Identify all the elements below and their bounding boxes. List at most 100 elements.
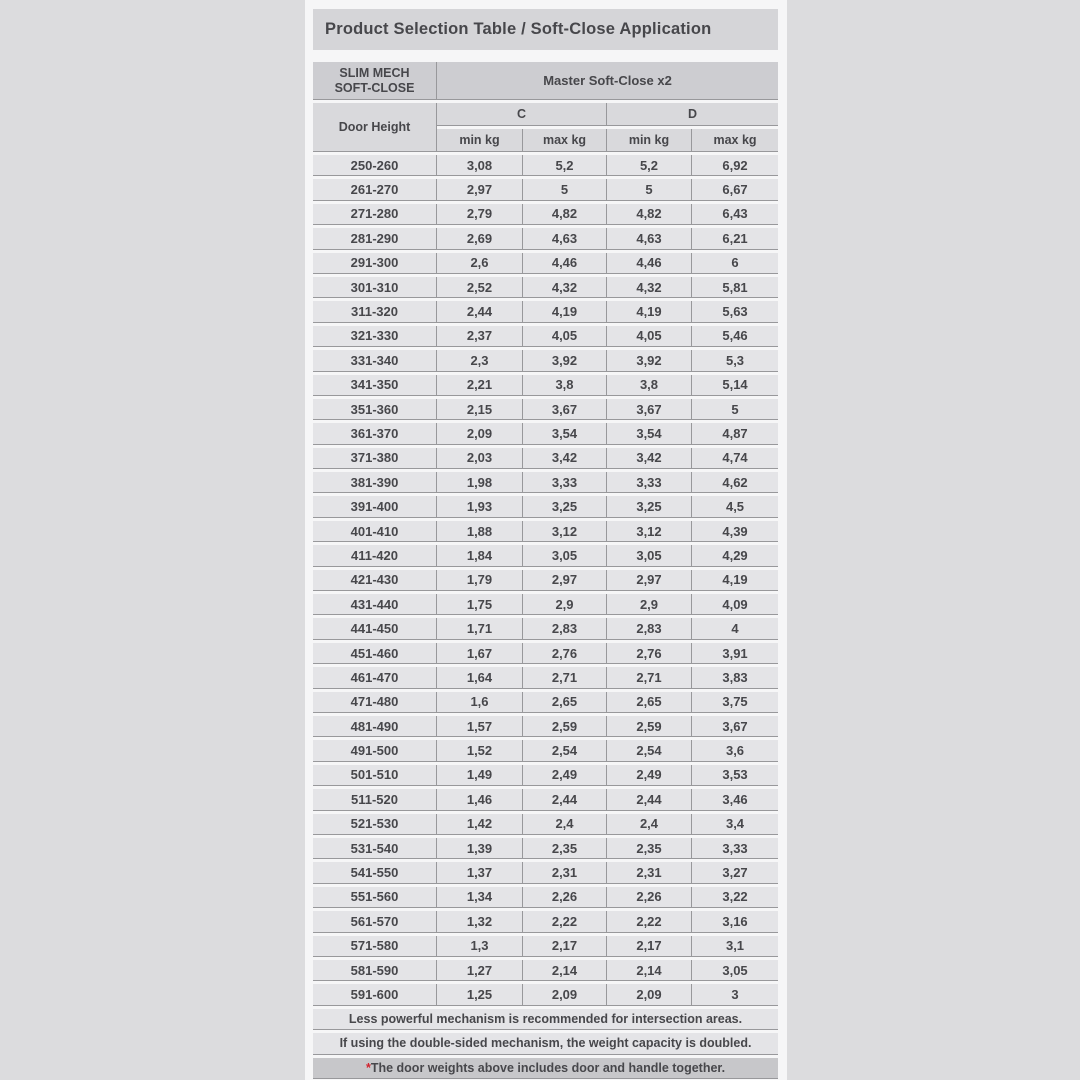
d-max-cell: 3,75: [692, 691, 779, 713]
d-min-cell: 2,14: [607, 959, 692, 982]
d-min-cell: 3,67: [607, 398, 692, 421]
c-max-cell: 4,19: [523, 301, 607, 323]
table-row: 321-330 2,37 4,05 4,05 5,46: [313, 325, 779, 348]
c-max-cell: 3,67: [523, 398, 607, 421]
c-min-cell: 1,37: [437, 862, 523, 884]
table-row: 561-570 1,32 2,22 2,22 3,16: [313, 911, 779, 933]
c-max-cell: 2,35: [523, 837, 607, 860]
c-max-cell: 3,54: [523, 423, 607, 445]
table-row: 551-560 1,34 2,26 2,26 3,22: [313, 886, 779, 909]
c-min-kg-header: min kg: [437, 129, 523, 152]
c-max-cell: 3,25: [523, 496, 607, 518]
table-row: 531-540 1,39 2,35 2,35 3,33: [313, 837, 779, 860]
d-min-cell: 2,71: [607, 667, 692, 689]
table-row: 261-270 2,97 5 5 6,67: [313, 179, 779, 201]
c-max-cell: 4,32: [523, 276, 607, 299]
c-min-cell: 1,52: [437, 740, 523, 762]
d-min-cell: 2,54: [607, 740, 692, 762]
d-min-cell: 2,83: [607, 618, 692, 640]
d-max-cell: 5,3: [692, 350, 779, 372]
asterisk-mark: *: [365, 1060, 371, 1075]
d-min-cell: 5,2: [607, 155, 692, 177]
door-height-cell: 271-280: [313, 203, 437, 226]
table-row: 341-350 2,21 3,8 3,8 5,14: [313, 374, 779, 396]
door-height-cell: 531-540: [313, 837, 437, 860]
product-name-line2: SOFT-CLOSE: [334, 80, 415, 95]
note-text-double-sided: If using the double-sided mechanism, the…: [313, 1033, 779, 1055]
table-row: 511-520 1,46 2,44 2,44 3,46: [313, 789, 779, 811]
group-d-header: D: [607, 103, 779, 126]
group-c-header: C: [437, 103, 607, 126]
door-height-cell: 471-480: [313, 691, 437, 713]
d-max-cell: 6,43: [692, 203, 779, 226]
c-min-cell: 1,71: [437, 618, 523, 640]
c-max-cell: 2,4: [523, 813, 607, 835]
door-height-cell: 511-520: [313, 789, 437, 811]
d-min-cell: 2,44: [607, 789, 692, 811]
table-row: 581-590 1,27 2,14 2,14 3,05: [313, 959, 779, 982]
d-min-cell: 3,8: [607, 374, 692, 396]
c-max-cell: 5,2: [523, 155, 607, 177]
table-row: 301-310 2,52 4,32 4,32 5,81: [313, 276, 779, 299]
d-min-cell: 3,05: [607, 545, 692, 567]
c-max-cell: 3,8: [523, 374, 607, 396]
table-row: 461-470 1,64 2,71 2,71 3,83: [313, 667, 779, 689]
note-row-intersection: Less powerful mechanism is recommended f…: [313, 1008, 779, 1031]
c-max-cell: 4,63: [523, 228, 607, 250]
d-min-cell: 4,46: [607, 252, 692, 274]
c-min-cell: 1,79: [437, 569, 523, 592]
table-row: 361-370 2,09 3,54 3,54 4,87: [313, 423, 779, 445]
table-row: 491-500 1,52 2,54 2,54 3,6: [313, 740, 779, 762]
d-min-cell: 4,19: [607, 301, 692, 323]
d-max-cell: 5,63: [692, 301, 779, 323]
note-row-door-weights: *The door weights above includes door an…: [313, 1057, 779, 1080]
door-height-cell: 401-410: [313, 520, 437, 543]
table-row: 351-360 2,15 3,67 3,67 5: [313, 398, 779, 421]
d-min-cell: 4,32: [607, 276, 692, 299]
master-soft-close-header: Master Soft-Close x2: [437, 62, 779, 100]
d-max-cell: 3,33: [692, 837, 779, 860]
c-max-cell: 4,05: [523, 325, 607, 348]
d-min-cell: 3,25: [607, 496, 692, 518]
table-row: 271-280 2,79 4,82 4,82 6,43: [313, 203, 779, 226]
door-height-cell: 311-320: [313, 301, 437, 323]
c-max-cell: 2,9: [523, 594, 607, 616]
d-min-cell: 2,26: [607, 886, 692, 909]
table-row: 371-380 2,03 3,42 3,42 4,74: [313, 447, 779, 470]
table-body: 250-260 3,08 5,2 5,2 6,92 261-270 2,97 5 5 6,67 27…: [313, 155, 779, 1006]
c-min-cell: 2,37: [437, 325, 523, 348]
c-min-cell: 2,69: [437, 228, 523, 250]
d-max-cell: 3,83: [692, 667, 779, 689]
d-min-cell: 4,05: [607, 325, 692, 348]
c-min-cell: 3,08: [437, 155, 523, 177]
product-name-line1: SLIM MECH: [339, 65, 410, 80]
d-max-cell: 3: [692, 984, 779, 1006]
c-min-cell: 1,39: [437, 837, 523, 860]
d-min-cell: 4,82: [607, 203, 692, 226]
c-min-cell: 2,52: [437, 276, 523, 299]
d-max-cell: 6,67: [692, 179, 779, 201]
c-max-cell: 3,33: [523, 472, 607, 494]
table-row: 441-450 1,71 2,83 2,83 4: [313, 618, 779, 640]
door-height-cell: 341-350: [313, 374, 437, 396]
c-min-cell: 1,98: [437, 472, 523, 494]
door-height-cell: 321-330: [313, 325, 437, 348]
c-max-cell: 2,44: [523, 789, 607, 811]
c-max-cell: 3,42: [523, 447, 607, 470]
c-min-cell: 1,42: [437, 813, 523, 835]
table-header-row-1: SLIM MECH SOFT-CLOSE Master Soft-Close x…: [313, 62, 779, 100]
door-height-cell: 461-470: [313, 667, 437, 689]
table-row: 521-530 1,42 2,4 2,4 3,4: [313, 813, 779, 835]
c-min-cell: 2,15: [437, 398, 523, 421]
table-row: 291-300 2,6 4,46 4,46 6: [313, 252, 779, 274]
c-max-cell: 2,71: [523, 667, 607, 689]
d-min-cell: 2,17: [607, 935, 692, 957]
door-height-cell: 441-450: [313, 618, 437, 640]
d-min-cell: 2,4: [607, 813, 692, 835]
c-max-cell: 4,46: [523, 252, 607, 274]
d-max-cell: 3,67: [692, 715, 779, 738]
d-max-cell: 3,05: [692, 959, 779, 982]
d-max-cell: 4,29: [692, 545, 779, 567]
d-max-cell: 3,16: [692, 911, 779, 933]
table-row: 501-510 1,49 2,49 2,49 3,53: [313, 764, 779, 787]
